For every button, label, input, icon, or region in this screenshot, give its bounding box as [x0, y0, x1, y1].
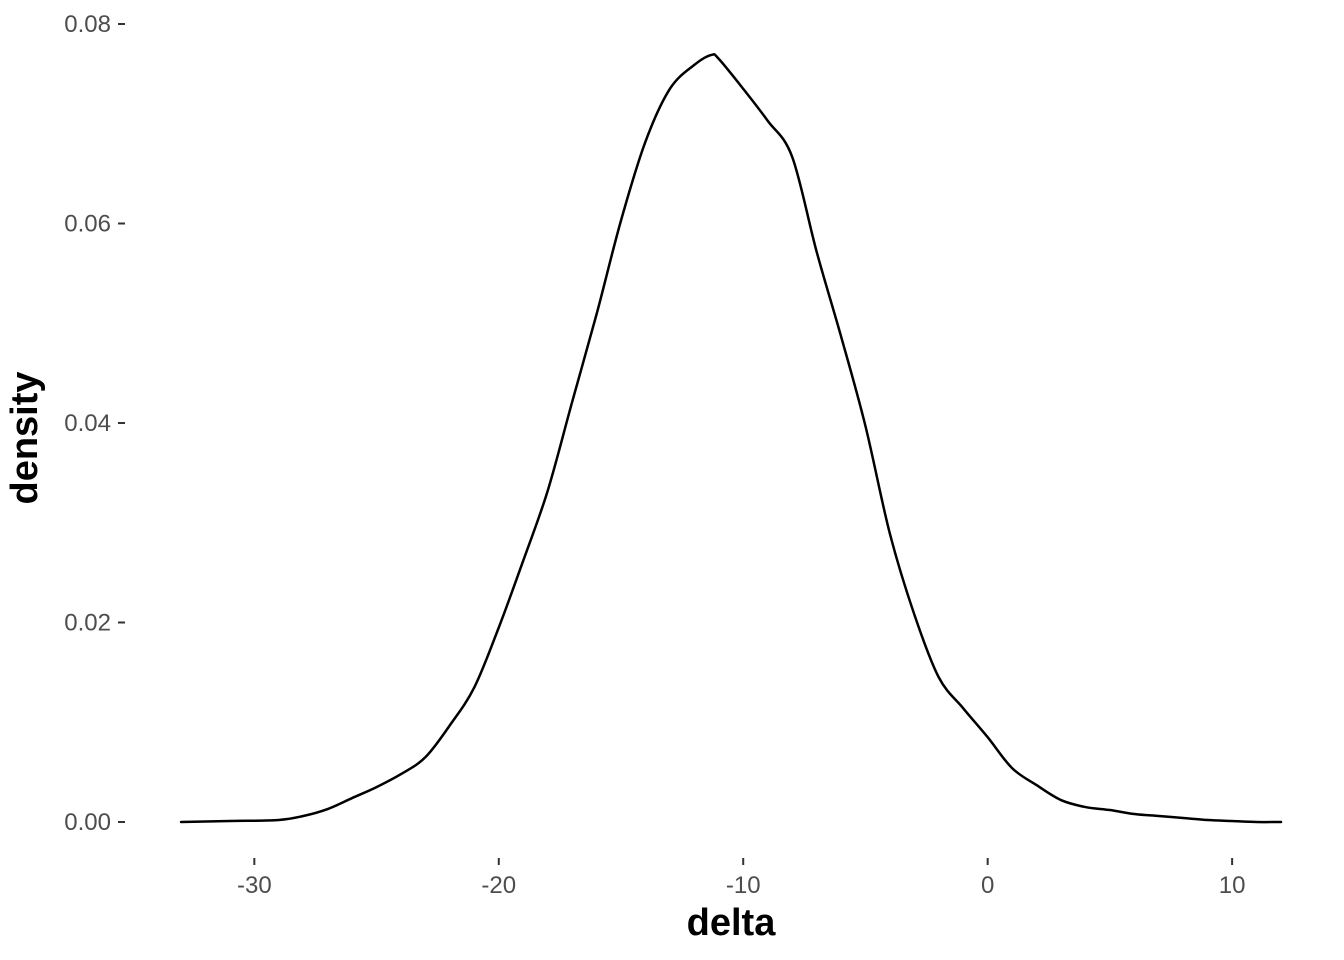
- y-tick-label: 0.00: [64, 809, 111, 836]
- plot-area: [179, 53, 1283, 824]
- x-tick-label: 0: [981, 872, 994, 899]
- x-tick-label: -20: [481, 872, 516, 899]
- y-axis: 0.00 0.02 0.04 0.06 0.08: [64, 11, 125, 836]
- y-axis-title: density: [4, 371, 46, 504]
- x-axis: -30 -20 -10 0 10: [237, 858, 1245, 899]
- y-tick-label: 0.06: [64, 211, 111, 238]
- x-axis-title: delta: [687, 902, 777, 944]
- y-tick-label: 0.04: [64, 410, 111, 437]
- density-curve: [179, 53, 1283, 824]
- x-tick-label: -30: [237, 872, 272, 899]
- x-tick-label: -10: [726, 872, 761, 899]
- y-tick-label: 0.08: [64, 11, 111, 38]
- y-tick-label: 0.02: [64, 610, 111, 637]
- x-tick-label: 10: [1219, 872, 1246, 899]
